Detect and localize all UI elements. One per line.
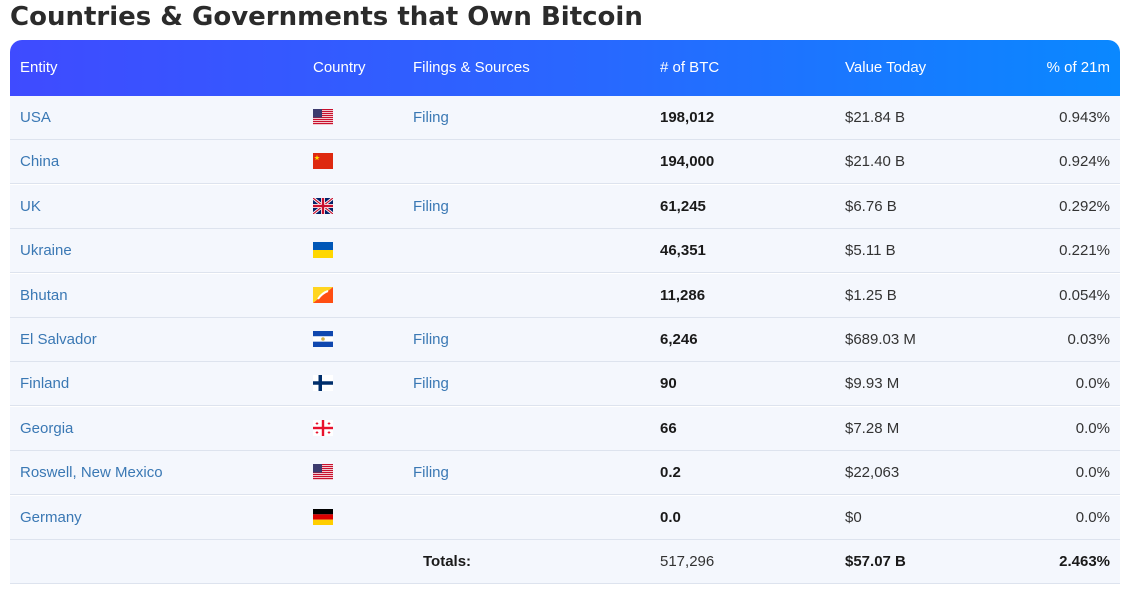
header-entity[interactable]: Entity [20, 59, 58, 76]
btc-amount: 198,012 [660, 109, 715, 126]
totals-row: Totals: 517,296 $57.07 B 2.463% [10, 540, 1120, 584]
de-flag-icon [313, 508, 333, 525]
table-header: Entity Country Filings & Sources # of BT… [10, 40, 1120, 96]
pct-of-21m: 0.03% [1067, 331, 1110, 348]
entity-link[interactable]: Ukraine [20, 242, 72, 260]
btc-amount: 0.0 [660, 508, 681, 526]
totals-label: Totals: [423, 553, 472, 570]
table-row: USA Filing 198,012 $21.84 B 0.943% [10, 96, 1120, 140]
table-row: El Salvador Filing 6,246 $689.03 M 0.03% [10, 318, 1120, 362]
filing-link[interactable]: Filing [413, 109, 449, 126]
pct-of-21m: 0.0% [1075, 508, 1110, 526]
fi-flag-icon [313, 375, 333, 392]
ge-flag-icon [313, 419, 333, 436]
totals-btc: 517,296 [660, 553, 715, 570]
value-today: $9.93 M [845, 375, 900, 393]
header-btc[interactable]: # of BTC [660, 59, 720, 76]
pct-of-21m: 0.943% [1059, 109, 1110, 126]
entity-link[interactable]: Georgia [20, 419, 74, 437]
us-flag-icon [313, 464, 333, 481]
bt-flag-icon [313, 286, 333, 303]
value-today: $689.03 M [845, 331, 916, 348]
table-row: Ukraine 46,351 $5.11 B 0.221% [10, 229, 1120, 274]
table-row: Germany 0.0 $0 0.0% [10, 495, 1120, 540]
filing-link[interactable]: Filing [413, 464, 449, 482]
filing-link[interactable]: Filing [413, 331, 449, 348]
pct-of-21m: 0.0% [1075, 464, 1110, 482]
entity-link[interactable]: Finland [20, 375, 70, 393]
value-today: $0 [845, 508, 862, 526]
us-flag-icon [313, 109, 333, 125]
pct-of-21m: 0.924% [1059, 153, 1110, 171]
btc-amount: 11,286 [660, 286, 706, 304]
sv-flag-icon [313, 331, 333, 347]
pct-of-21m: 0.0% [1075, 419, 1110, 437]
btc-amount: 46,351 [660, 242, 706, 260]
value-today: $6.76 B [845, 197, 897, 215]
pct-of-21m: 0.054% [1059, 286, 1110, 304]
header-filings[interactable]: Filings & Sources [413, 59, 530, 76]
header-country[interactable]: Country [313, 59, 366, 76]
btc-amount: 0.2 [660, 464, 681, 482]
value-today: $5.11 B [845, 242, 896, 260]
page-title: Countries & Governments that Own Bitcoin [10, 2, 643, 32]
btc-amount: 90 [660, 375, 677, 393]
entity-link[interactable]: UK [20, 197, 41, 215]
btc-amount: 194,000 [660, 153, 715, 171]
table-row: China 194,000 $21.40 B 0.924% [10, 140, 1120, 185]
entity-link[interactable]: Germany [20, 508, 82, 526]
filing-link[interactable]: Filing [413, 375, 449, 393]
table-row: Bhutan 11,286 $1.25 B 0.054% [10, 273, 1120, 318]
table-row: Roswell, New Mexico Filing 0.2 $22,063 0.0% [10, 451, 1120, 496]
btc-amount: 61,245 [660, 197, 706, 215]
cn-flag-icon [313, 153, 333, 170]
entity-link[interactable]: Roswell, New Mexico [20, 464, 163, 482]
value-today: $21.40 B [845, 153, 906, 171]
totals-pct: 2.463% [1059, 553, 1110, 570]
header-pct[interactable]: % of 21m [1046, 59, 1110, 76]
btc-amount: 6,246 [660, 331, 698, 348]
entity-link[interactable]: Bhutan [20, 286, 68, 304]
ua-flag-icon [313, 242, 333, 259]
table-row: UK Filing 61,245 $6.76 B 0.292% [10, 184, 1120, 229]
table-row: Finland Filing 90 $9.93 M 0.0% [10, 362, 1120, 407]
btc-amount: 66 [660, 419, 677, 437]
entity-link[interactable]: El Salvador [20, 331, 97, 348]
entity-link[interactable]: USA [20, 109, 51, 126]
value-today: $22,063 [845, 464, 900, 482]
value-today: $7.28 M [845, 419, 900, 437]
pct-of-21m: 0.0% [1075, 375, 1110, 393]
totals-value: $57.07 B [845, 553, 906, 570]
gb-flag-icon [313, 197, 333, 214]
bitcoin-holdings-table: Entity Country Filings & Sources # of BT… [10, 40, 1120, 590]
value-today: $21.84 B [845, 109, 906, 126]
table-row: Georgia 66 $7.28 M 0.0% [10, 406, 1120, 451]
header-value[interactable]: Value Today [845, 59, 927, 76]
pct-of-21m: 0.292% [1059, 197, 1110, 215]
entity-link[interactable]: China [20, 153, 60, 171]
pct-of-21m: 0.221% [1059, 242, 1110, 260]
value-today: $1.25 B [845, 286, 897, 304]
filing-link[interactable]: Filing [413, 197, 449, 215]
